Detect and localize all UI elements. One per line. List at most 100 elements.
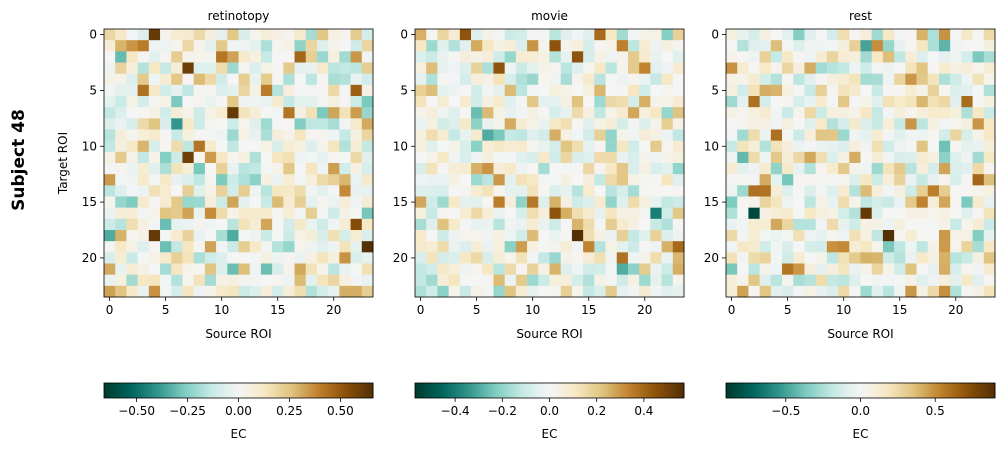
heatmap-cell: [527, 252, 539, 264]
heatmap-cell: [950, 241, 962, 253]
heatmap-cell: [616, 129, 629, 142]
heatmap-cell: [661, 230, 674, 242]
heatmap-cell: [838, 51, 850, 63]
heatmap-cell: [826, 84, 839, 97]
colorbar-segment: [777, 383, 781, 398]
y-tick-label: 5: [711, 83, 719, 97]
heatmap-cell: [361, 185, 374, 197]
heatmap-cell: [482, 263, 494, 276]
heatmap-cell: [493, 230, 506, 242]
heatmap-cell: [148, 84, 161, 97]
heatmap-cell: [793, 207, 805, 220]
heatmap-cell: [815, 140, 828, 153]
heatmap-cell: [639, 51, 651, 63]
heatmap-cell: [804, 84, 817, 97]
colorbar-segment: [162, 383, 166, 398]
colorbar-segment: [936, 383, 940, 398]
heatmap-cell: [527, 118, 539, 130]
heatmap-cell: [639, 241, 651, 253]
heatmap-cell: [759, 163, 772, 175]
heatmap-cell: [126, 84, 139, 97]
heatmap-cell: [770, 73, 783, 86]
heatmap-cell: [459, 129, 472, 142]
heatmap-cell: [227, 140, 239, 153]
heatmap-cell: [571, 196, 584, 209]
colorbar-segment: [876, 383, 879, 398]
colorbar-segment: [916, 383, 920, 398]
heatmap-cell: [459, 218, 472, 231]
colorbar-tick-label: −0.2: [488, 404, 517, 418]
colorbar-segment: [307, 383, 311, 398]
heatmap-cell: [672, 140, 685, 153]
heatmap-cell: [538, 263, 550, 276]
heatmap-cell: [305, 163, 318, 175]
heatmap-cell: [759, 285, 772, 298]
heatmap-cell: [204, 185, 217, 197]
heatmap-cell: [770, 129, 783, 142]
heatmap-cell: [182, 96, 195, 108]
heatmap-cell: [493, 96, 506, 108]
heatmap-cell: [605, 230, 618, 242]
colorbar-segment: [657, 383, 660, 398]
colorbar-segment: [488, 383, 492, 398]
heatmap-cell: [571, 230, 584, 242]
heatmap-cell: [549, 196, 562, 209]
heatmap-cell: [571, 285, 584, 298]
heatmap-cell: [627, 218, 640, 231]
heatmap-cell: [115, 196, 127, 209]
heatmap-cell: [504, 140, 517, 153]
panel-title: movie: [531, 9, 568, 23]
heatmap-cell: [871, 129, 884, 142]
heatmap-cell: [171, 29, 183, 41]
heatmap-cell: [316, 29, 329, 41]
heatmap-cell: [339, 40, 351, 52]
heatmap-cell: [639, 151, 651, 164]
heatmap-cell: [216, 129, 228, 142]
heatmap-cell: [938, 274, 951, 287]
heatmap-cell: [627, 151, 640, 164]
heatmap-cell: [938, 96, 951, 108]
heatmap-cell: [560, 274, 573, 287]
heatmap-cell: [182, 140, 195, 153]
heatmap-cell: [538, 151, 550, 164]
colorbar-segment: [220, 383, 224, 398]
heatmap-cell: [538, 196, 550, 209]
heatmap-cell: [182, 241, 195, 253]
heatmap-cell: [249, 51, 262, 63]
subject-title-container: Subject 48: [6, 95, 30, 225]
heatmap-cell: [339, 252, 351, 264]
heatmap-cell: [815, 62, 828, 75]
heatmap-cell: [482, 107, 494, 119]
heatmap-cell: [137, 73, 150, 86]
colorbar-segment: [249, 383, 253, 398]
heatmap-cell: [672, 129, 685, 142]
heatmap-cell: [459, 84, 472, 97]
heatmap-cell: [950, 62, 962, 75]
heatmap-cell: [193, 129, 206, 142]
heatmap-cell: [961, 274, 973, 287]
heatmap-cell: [605, 96, 618, 108]
heatmap-cell: [726, 252, 738, 264]
heatmap-cell: [426, 118, 438, 130]
heatmap-cell: [594, 207, 606, 220]
heatmap-cell: [627, 185, 640, 197]
heatmap-cell: [950, 185, 962, 197]
heatmap-cell: [260, 140, 273, 153]
colorbar-segment: [538, 383, 542, 398]
heatmap-cell: [594, 218, 606, 231]
colorbar-segment: [610, 383, 613, 398]
heatmap-cell: [316, 51, 329, 63]
heatmap-cell: [672, 285, 685, 298]
heatmap-cell: [515, 96, 528, 108]
colorbar-segment: [567, 383, 571, 398]
colorbar-segment: [200, 383, 204, 398]
heatmap-cell: [471, 40, 483, 52]
heatmap-cell: [759, 40, 772, 52]
heatmap-cell: [426, 40, 438, 52]
heatmap-cell: [894, 196, 906, 209]
heatmap-cell: [726, 230, 738, 242]
heatmap-cell: [627, 107, 640, 119]
heatmap-cell: [983, 230, 996, 242]
heatmap-cell: [148, 40, 161, 52]
